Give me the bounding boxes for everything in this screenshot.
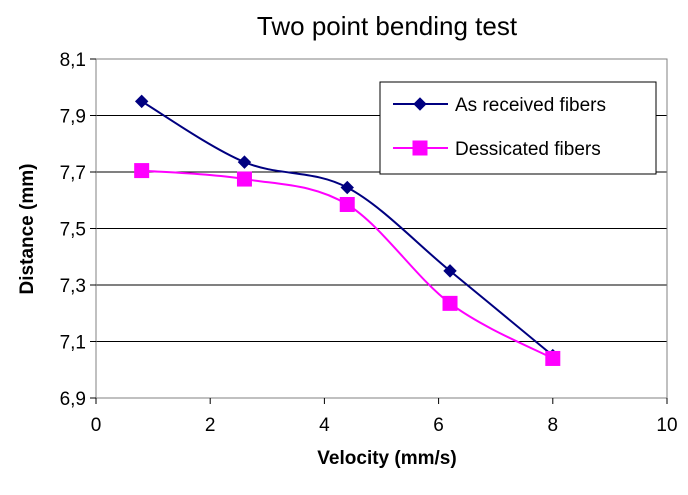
y-tick-label: 7,5 (60, 220, 86, 241)
data-point (443, 264, 457, 278)
x-axis-label: Velocity (mm/s) (317, 448, 456, 469)
legend-marker (412, 140, 428, 156)
legend-item: Dessicated fibers (393, 139, 601, 160)
legend-marker (413, 97, 427, 111)
y-axis-ticks: 6,9 7,1 7,3 7,5 7,7 7,9 8,1 (60, 50, 96, 410)
series-2 (134, 163, 561, 366)
x-tick-label: 0 (91, 415, 102, 436)
x-axis-ticks: 0 2 4 6 8 10 (91, 398, 678, 436)
y-tick-label: 7,7 (60, 163, 86, 184)
x-tick-label: 2 (205, 415, 216, 436)
data-point (340, 180, 354, 195)
legend-box (379, 81, 657, 175)
data-point (442, 295, 458, 311)
legend-label: As received fibers (455, 95, 606, 116)
data-point (237, 155, 252, 169)
x-tick-label: 6 (433, 415, 444, 436)
legend-label: Dessicated fibers (455, 139, 601, 160)
data-point (134, 94, 149, 109)
chart-title: Two point bending test (257, 11, 518, 41)
legend-item: As received fibers (393, 95, 606, 116)
y-axis-label: Distance (mm) (17, 164, 38, 295)
legend: As received fibers Dessicated fibers (379, 81, 657, 175)
x-tick-label: 4 (319, 415, 330, 436)
series-layer (134, 94, 561, 366)
y-tick-label: 7,1 (60, 333, 86, 354)
y-tick-label: 7,3 (60, 276, 86, 297)
data-point (134, 163, 150, 179)
data-point (339, 196, 355, 212)
x-tick-label: 10 (656, 415, 677, 436)
y-tick-label: 8,1 (60, 50, 86, 71)
x-tick-label: 8 (548, 415, 559, 436)
y-tick-label: 7,9 (60, 107, 86, 128)
data-point (236, 171, 252, 187)
data-point (545, 350, 561, 366)
y-tick-label: 6,9 (60, 389, 86, 410)
